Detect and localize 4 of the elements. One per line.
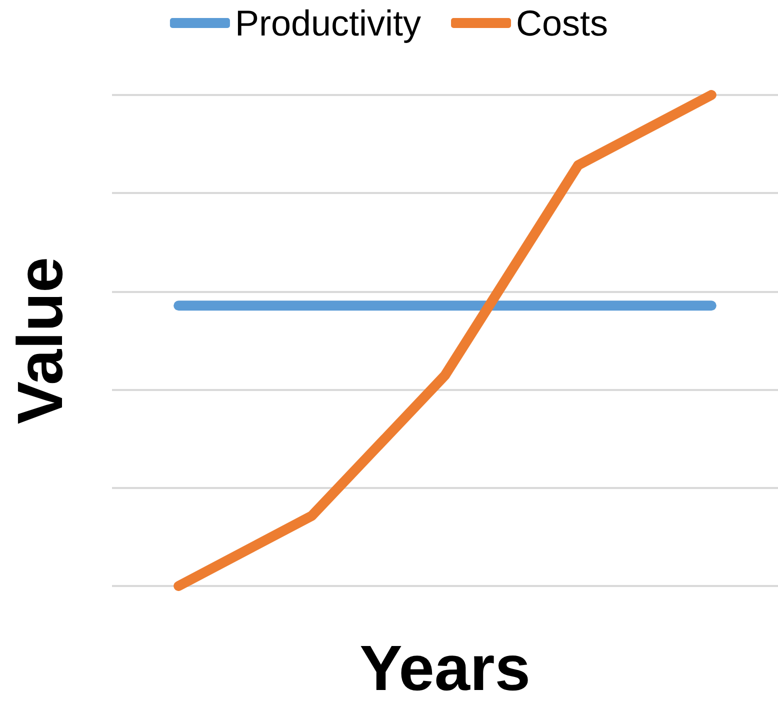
y-axis-title: Value: [4, 256, 76, 424]
legend-label: Costs: [516, 2, 608, 44]
legend-label: Productivity: [234, 2, 422, 44]
x-axis-title: Years: [360, 632, 530, 704]
